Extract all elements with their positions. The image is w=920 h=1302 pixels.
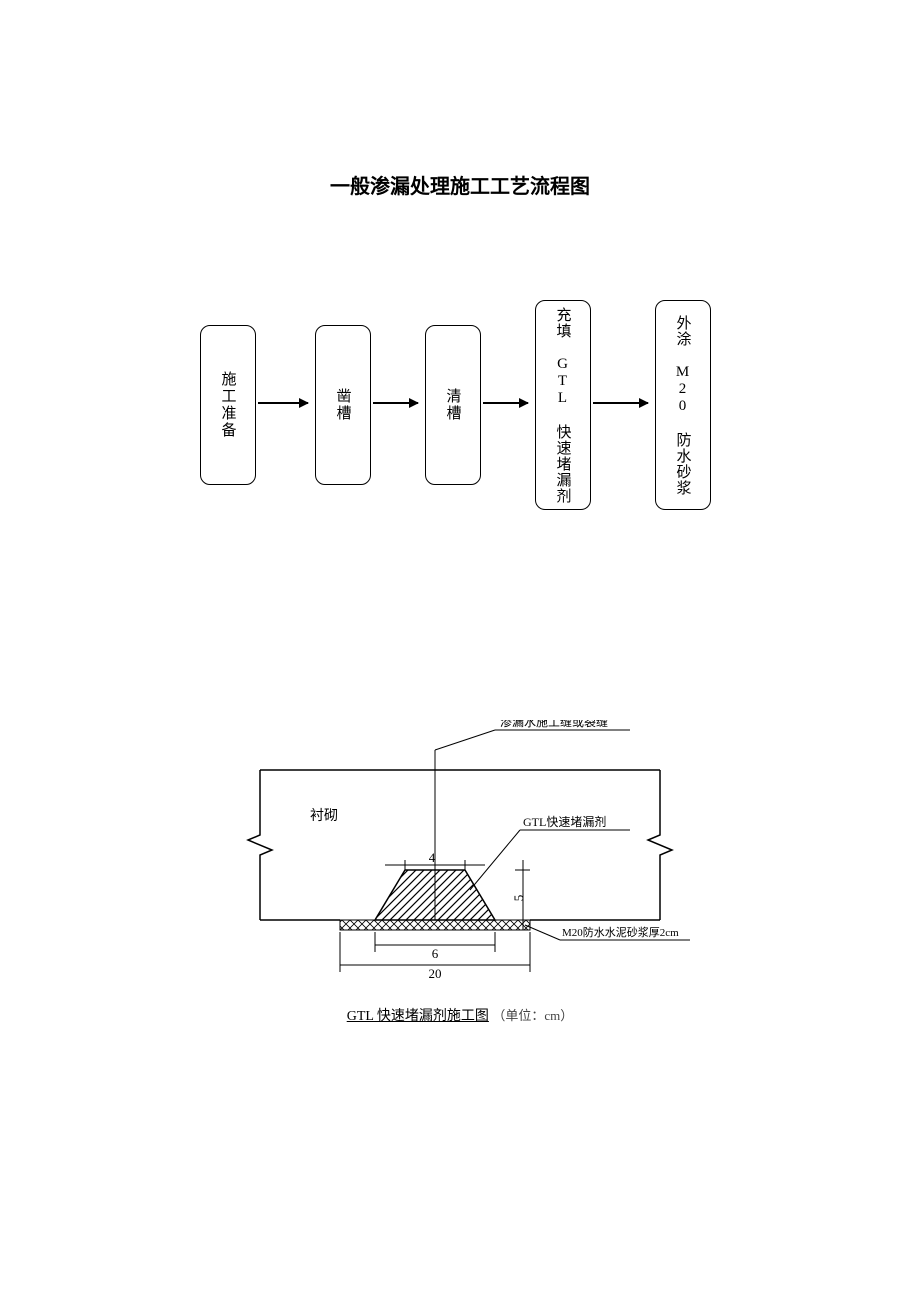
flow-arrow <box>258 402 308 404</box>
caption-unit: （单位：cm） <box>492 1008 573 1023</box>
dim-bottom-width: 6 <box>432 946 439 961</box>
flow-arrow <box>483 402 528 404</box>
flow-node-coat-m20: 外涂 M20 防水砂浆 <box>655 300 711 510</box>
page-title: 一般渗漏处理施工工艺流程图 <box>0 170 920 199</box>
caption-main: GTL 快速堵漏剂施工图 <box>347 1009 489 1024</box>
label-gtl: GTL快速堵漏剂 <box>523 814 606 829</box>
dim-height: 5 <box>511 895 526 902</box>
cross-section-diagram: 4 5 6 20 渗漏水施工缝或裂缝 衬砌 GTL快速堵漏剂 M20防水水泥砂浆… <box>230 720 690 1040</box>
label-lining: 衬砌 <box>310 808 338 824</box>
flow-node-chisel: 凿槽 <box>315 325 371 485</box>
label-mortar: M20防水水泥砂浆厚2cm <box>562 925 679 939</box>
flow-node-prep: 施工准备 <box>200 325 256 485</box>
flow-arrow <box>373 402 418 404</box>
flow-node-label: 清槽 <box>443 388 464 422</box>
flow-node-label: 凿槽 <box>333 388 354 422</box>
diagram-caption: GTL 快速堵漏剂施工图 （单位：cm） <box>0 1005 920 1025</box>
flow-node-clean: 清槽 <box>425 325 481 485</box>
dim-top-width: 4 <box>429 850 436 865</box>
flow-node-label: 充填 GTL 快速堵漏剂 <box>553 307 574 504</box>
label-crack: 渗漏水施工缝或裂缝 <box>500 720 608 729</box>
flow-node-label: 外涂 M20 防水砂浆 <box>673 315 694 496</box>
flow-node-label: 施工准备 <box>218 371 239 439</box>
flow-node-fill-gtl: 充填 GTL 快速堵漏剂 <box>535 300 591 510</box>
dim-outer-width: 20 <box>429 966 442 981</box>
flowchart: 施工准备 凿槽 清槽 充填 GTL 快速堵漏剂 外涂 M20 防水砂浆 <box>200 300 720 510</box>
flow-arrow <box>593 402 648 404</box>
